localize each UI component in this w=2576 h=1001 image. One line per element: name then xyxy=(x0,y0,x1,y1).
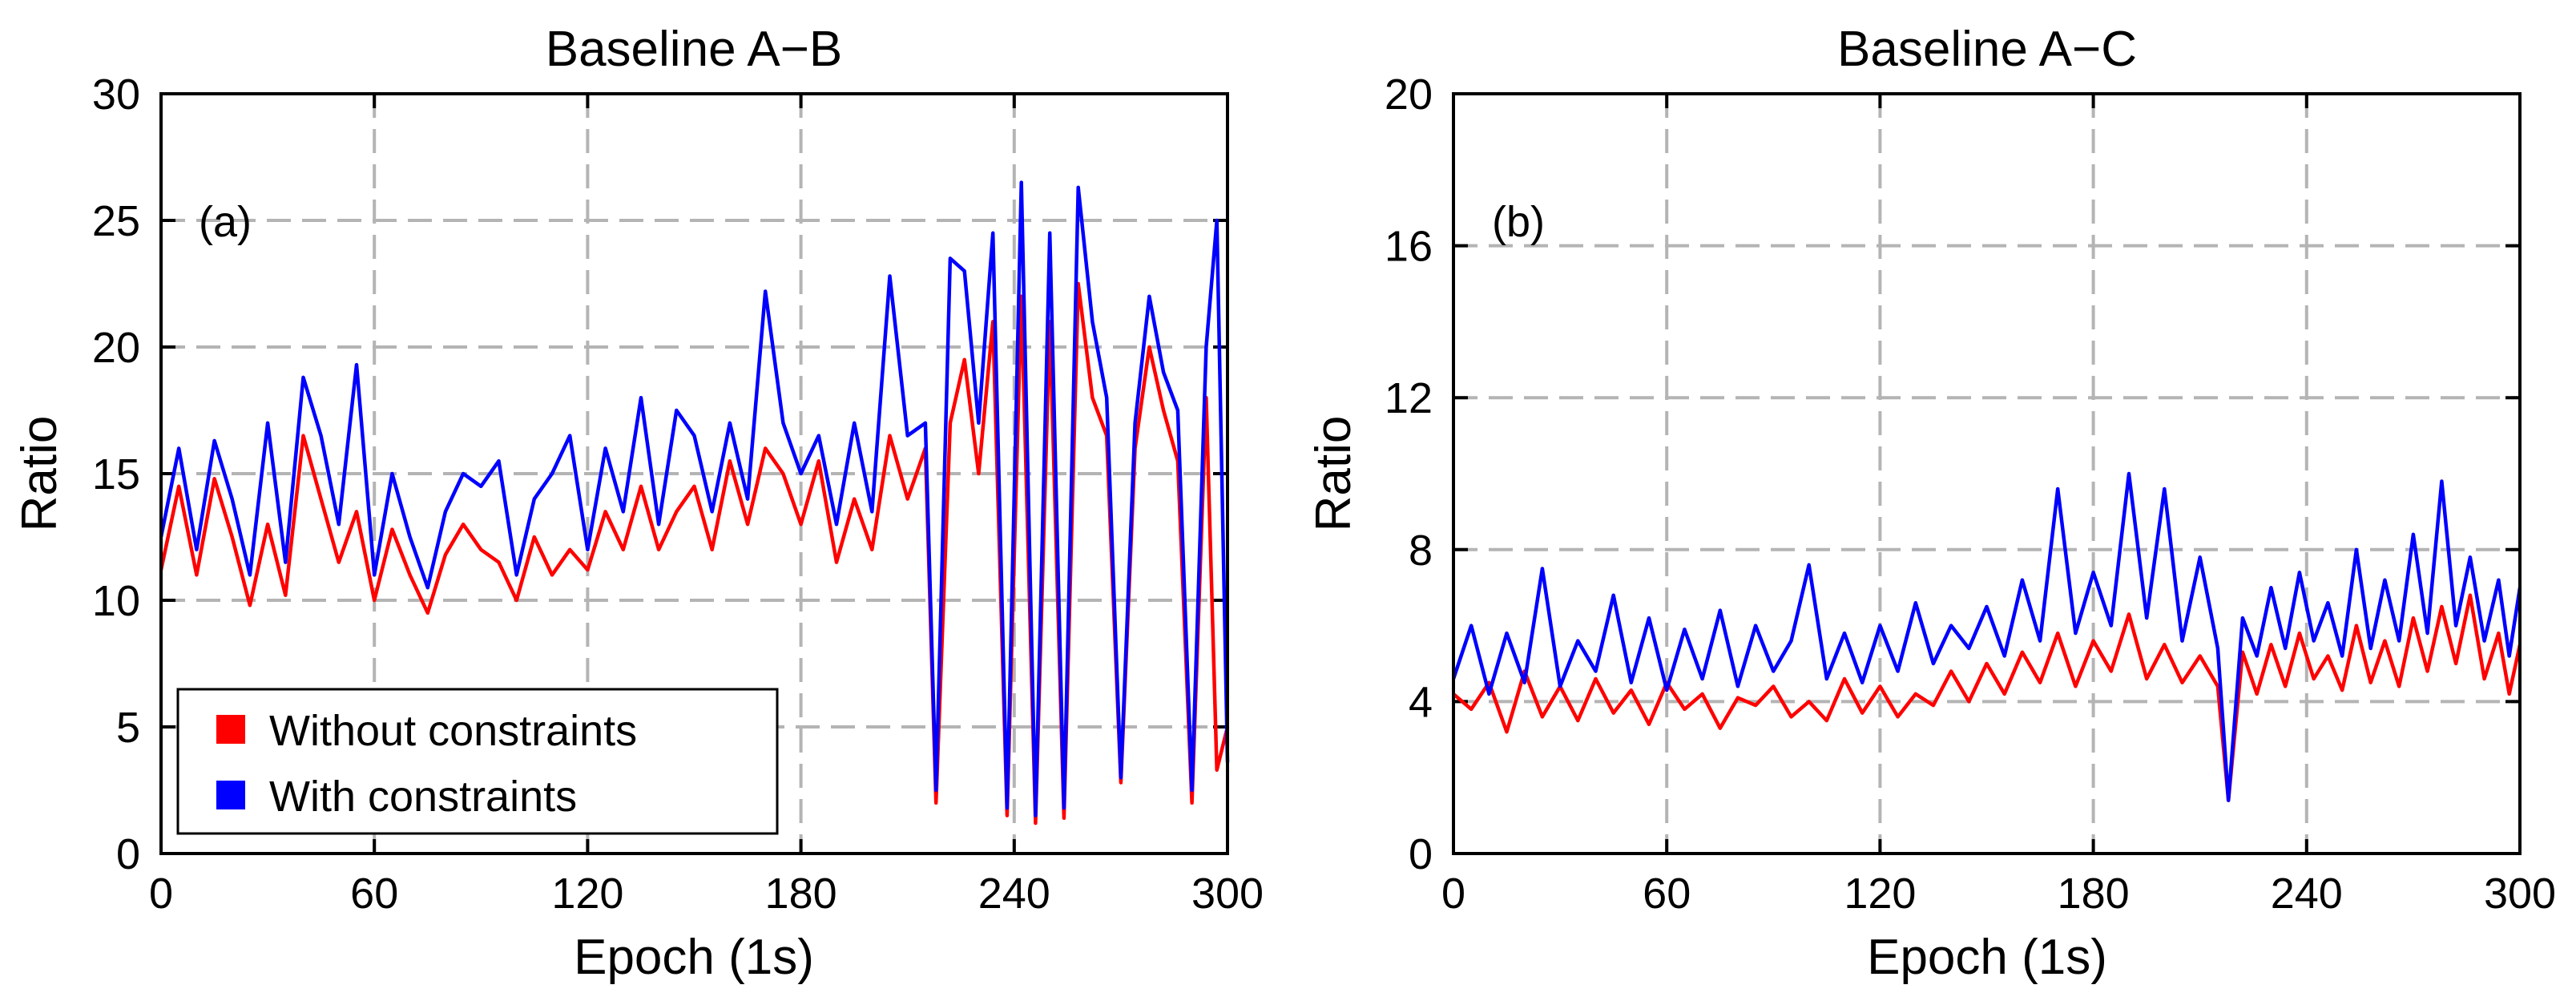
series-line-without-constraints xyxy=(159,281,1230,825)
panel-label: (a) xyxy=(199,198,252,246)
y-tick-label: 10 xyxy=(92,577,140,625)
grid xyxy=(1453,94,2520,854)
legend-swatch-with xyxy=(216,781,245,809)
y-tick-label: 0 xyxy=(1409,830,1433,878)
x-tick-label: 0 xyxy=(1441,870,1465,918)
chart-title: Baseline A−B xyxy=(546,22,843,77)
x-tick-label: 240 xyxy=(978,870,1050,918)
series-line-without-constraints xyxy=(1452,593,2522,802)
x-axis-label: Epoch (1s) xyxy=(574,930,814,985)
series-layer xyxy=(1451,471,2522,802)
y-tick-label: 25 xyxy=(92,197,140,245)
panel-label: (b) xyxy=(1492,198,1545,246)
y-tick-label: 16 xyxy=(1385,223,1433,271)
tick-labels: 0 60 120 180 240 300 0 4 8 12 16 20 xyxy=(1385,71,2556,918)
x-tick-label: 120 xyxy=(1844,870,1916,918)
panel-b: Baseline A−C 0 60 120 180 240 300 0 4 8 12 16 20 (b… xyxy=(1306,22,2556,985)
x-tick-label: 180 xyxy=(765,870,837,918)
plot-frame xyxy=(159,92,1229,855)
tick-labels: 0 60 120 180 240 300 0 5 10 15 20 25 30 xyxy=(92,71,1264,918)
legend-label-with: With constraints xyxy=(269,773,577,821)
plot-frame xyxy=(1452,92,2522,855)
panel-a: Baseline A−B 0 60 120 180 240 300 0 5 10 15 20 25 30… xyxy=(12,22,1264,985)
y-tick-label: 5 xyxy=(116,704,140,752)
y-axis-label: Ratio xyxy=(12,416,67,532)
x-tick-label: 180 xyxy=(2058,870,2130,918)
legend: Without constraints With constraints xyxy=(176,688,779,835)
legend-swatch-without xyxy=(216,715,245,744)
x-tick-label: 0 xyxy=(149,870,173,918)
y-tick-label: 20 xyxy=(1385,71,1433,119)
x-tick-label: 120 xyxy=(551,870,623,918)
series-line-with-constraints xyxy=(159,180,1230,817)
chart-title: Baseline A−C xyxy=(1837,22,2137,77)
x-tick-label: 300 xyxy=(2484,870,2556,918)
series-layer xyxy=(159,180,1230,825)
x-tick-label: 60 xyxy=(350,870,398,918)
x-tick-label: 60 xyxy=(1643,870,1691,918)
y-tick-label: 30 xyxy=(92,71,140,119)
y-tick-label: 12 xyxy=(1385,374,1433,422)
y-tick-label: 0 xyxy=(116,830,140,878)
x-tick-label: 240 xyxy=(2271,870,2343,918)
y-tick-label: 4 xyxy=(1409,678,1433,726)
y-tick-label: 8 xyxy=(1409,527,1433,575)
x-tick-label: 300 xyxy=(1191,870,1264,918)
legend-label-without: Without constraints xyxy=(269,707,637,755)
y-tick-label: 20 xyxy=(92,324,140,372)
y-tick-label: 15 xyxy=(92,450,140,498)
legend-box xyxy=(176,688,779,835)
y-axis-label: Ratio xyxy=(1306,416,1361,532)
x-axis-label: Epoch (1s) xyxy=(1867,930,2107,985)
ticks xyxy=(1452,92,2522,855)
series-line-with-constraints xyxy=(1451,471,2522,802)
